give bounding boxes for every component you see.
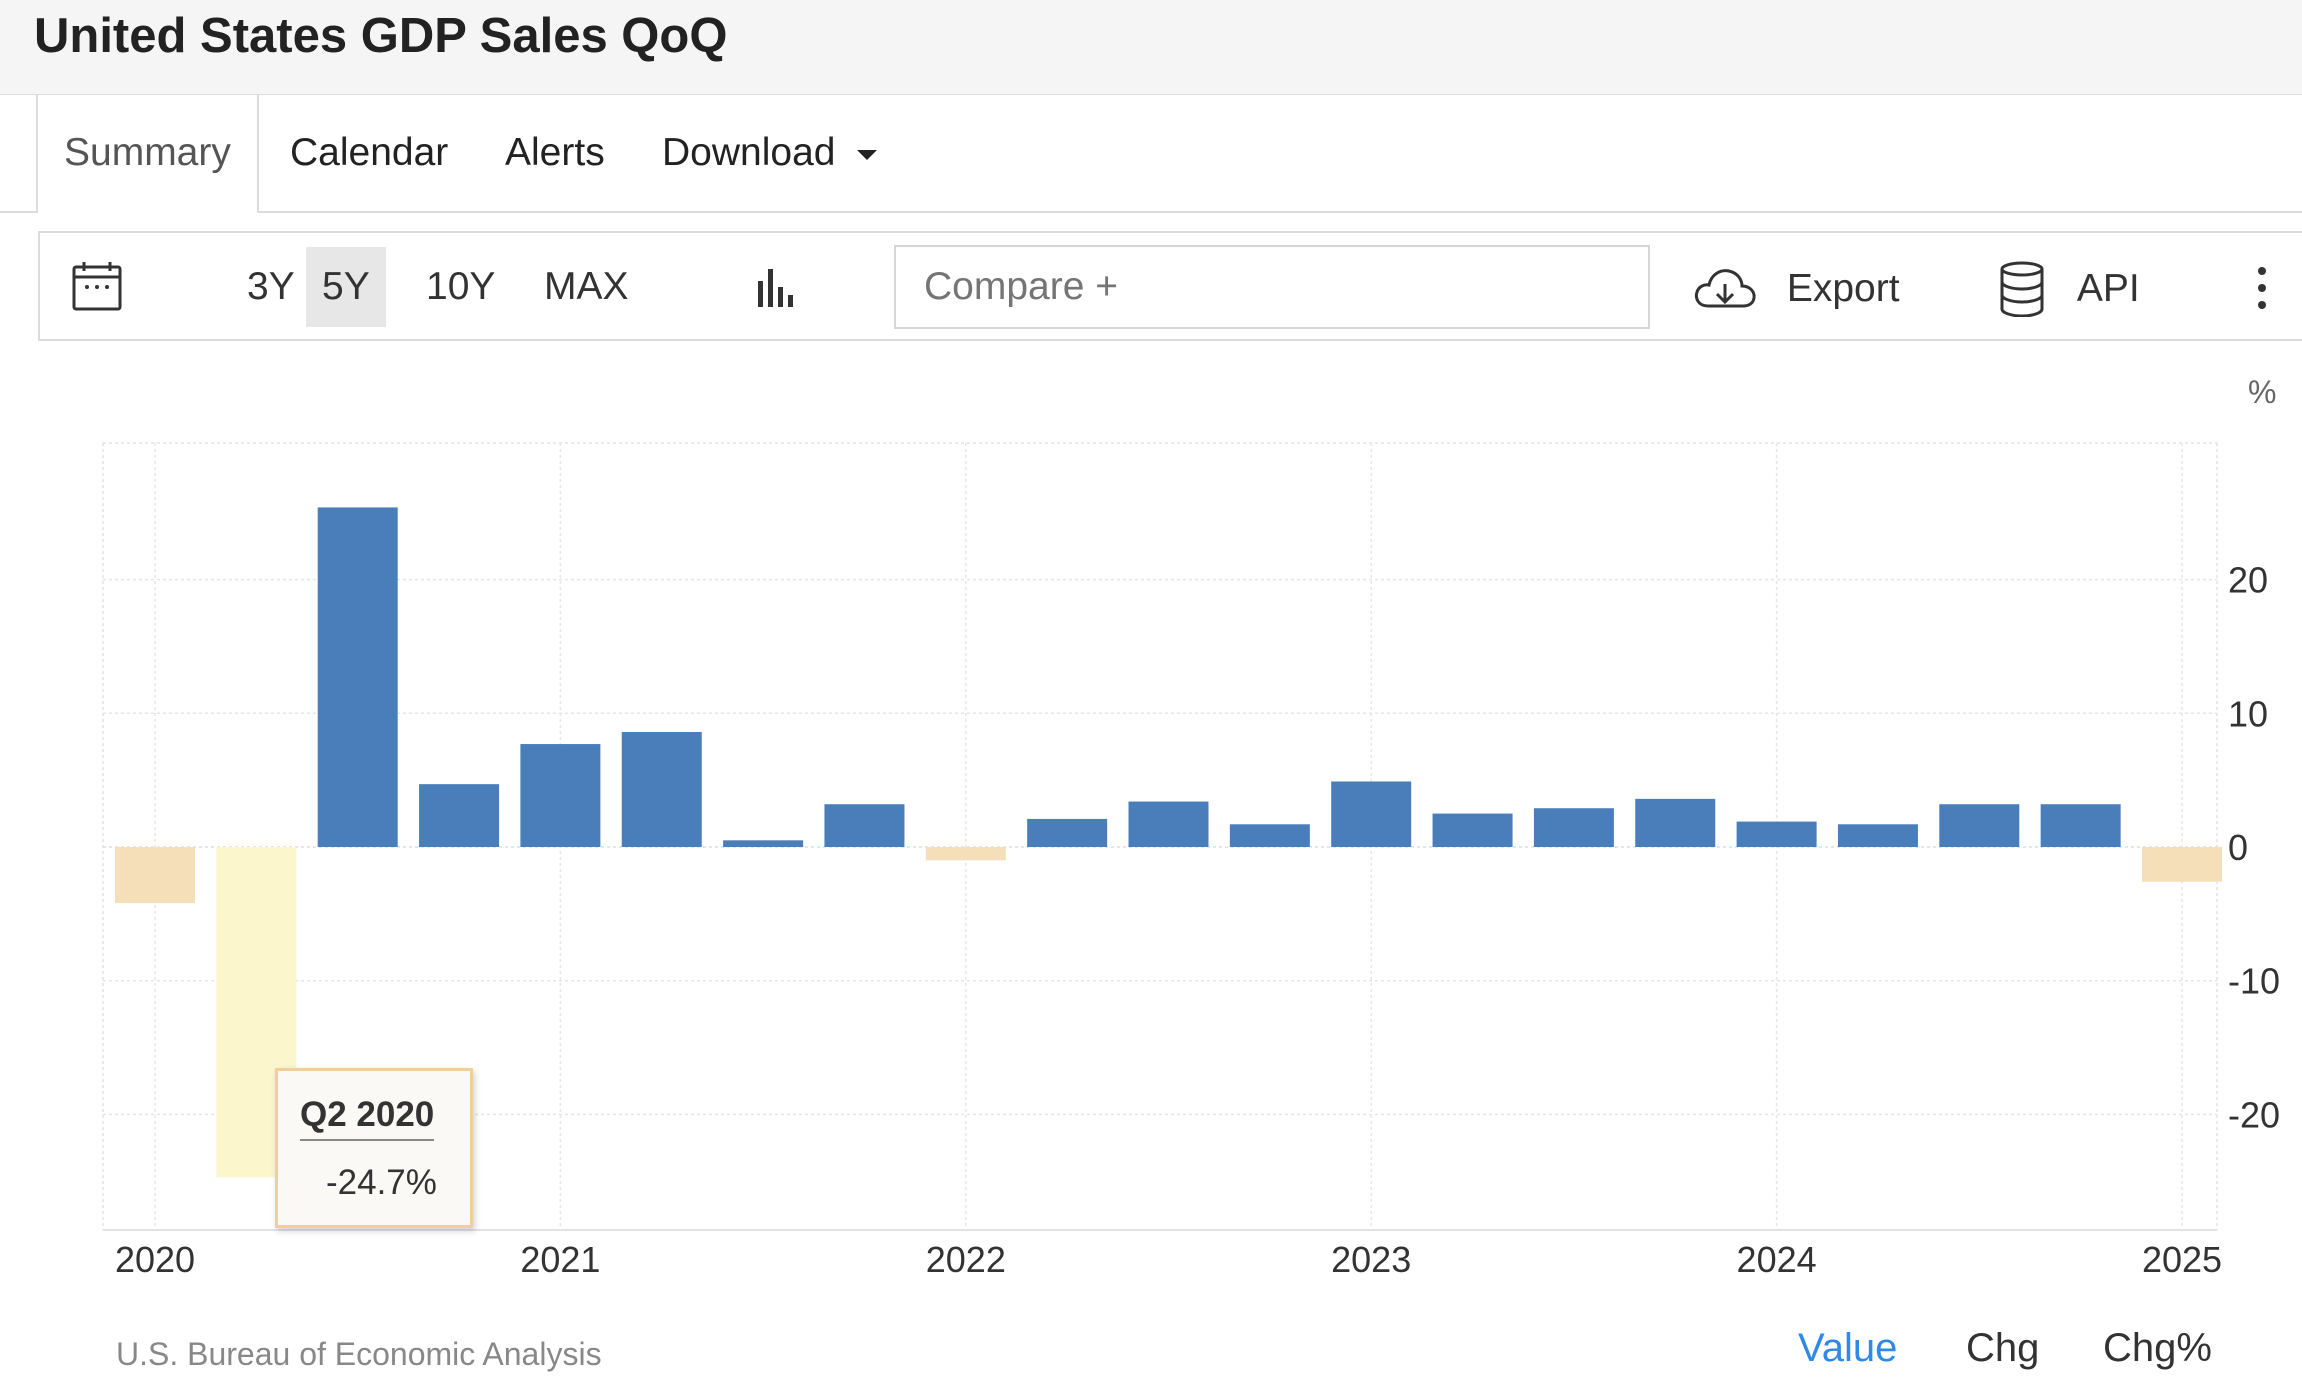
- cloud-download-icon: [1692, 264, 1762, 314]
- page-title: United States GDP Sales QoQ: [34, 9, 728, 63]
- y-tick-label: 20: [2228, 560, 2268, 601]
- mode-chg-button[interactable]: Chg: [1966, 1326, 2040, 1370]
- chart-bars: [115, 507, 2222, 1178]
- bar-q1-2023: [1331, 781, 1412, 847]
- bar-q4-2023: [1635, 798, 1716, 847]
- x-axis-ticks: 2020 2021 2022 2023 2024 2025: [115, 1239, 2222, 1280]
- chart-toolbar: 3Y 5Y 10Y MAX Export: [38, 231, 2302, 341]
- tab-calendar[interactable]: Calendar: [290, 131, 449, 174]
- bar-q3-2024: [1939, 804, 2020, 847]
- export-label: Export: [1786, 266, 1900, 310]
- bar-q2-2021: [621, 732, 702, 847]
- bar-q1-2022: [925, 847, 1006, 861]
- y-tick-label: 0: [2228, 827, 2248, 868]
- gdp-bar-chart: 20 10 0 -10 -20 2020 2021 2022 2023 2024 2025: [102, 442, 2280, 1280]
- tab-download[interactable]: Download: [662, 95, 878, 211]
- y-axis-ticks: 20 10 0 -10 -20: [2228, 560, 2280, 1136]
- tab-alerts[interactable]: Alerts: [505, 131, 605, 174]
- database-icon: [1998, 261, 2046, 318]
- x-tick-label: 2025: [2142, 1239, 2222, 1280]
- export-button[interactable]: Export: [1692, 255, 1900, 319]
- range-5y-button[interactable]: 5Y: [306, 247, 386, 327]
- x-tick-label: 2021: [520, 1239, 600, 1280]
- bar-q3-2021: [723, 840, 804, 847]
- bar-q4-2024: [2040, 804, 2121, 847]
- caret-down-icon: [857, 149, 878, 160]
- api-button[interactable]: API: [1998, 255, 2140, 319]
- bar-q2-2022: [1027, 818, 1108, 847]
- bar-q1-2025: [2142, 847, 2222, 882]
- data-source: U.S. Bureau of Economic Analysis: [116, 1336, 602, 1372]
- tab-bar: Summary Calendar Alerts Download: [0, 95, 2302, 213]
- tooltip-title: Q2 2020: [300, 1095, 435, 1141]
- x-tick-label: 2022: [926, 1239, 1006, 1280]
- bar-q1-2020: [115, 847, 195, 904]
- bar-q3-2022: [1128, 801, 1209, 847]
- bar-q4-2021: [824, 804, 905, 847]
- range-max-button[interactable]: MAX: [544, 265, 629, 308]
- page-header: United States GDP Sales QoQ: [0, 0, 2302, 95]
- y-tick-label: -20: [2228, 1094, 2280, 1135]
- more-vertical-icon[interactable]: [2254, 265, 2270, 311]
- x-tick-label: 2023: [1331, 1239, 1411, 1280]
- bar-q3-2020: [317, 507, 398, 847]
- api-label: API: [2076, 266, 2140, 310]
- chart-tooltip: Q2 2020 -24.7%: [275, 1068, 473, 1228]
- y-axis-unit: %: [2248, 374, 2277, 410]
- bar-q2-2024: [1837, 824, 1918, 847]
- mode-value-button[interactable]: Value: [1798, 1326, 1898, 1370]
- bar-q4-2020: [419, 784, 500, 847]
- y-tick-label: -10: [2228, 961, 2280, 1002]
- bar-q4-2022: [1229, 824, 1310, 847]
- compare-input[interactable]: [894, 245, 1650, 329]
- tab-download-label: Download: [662, 131, 836, 174]
- x-tick-label: 2024: [1737, 1239, 1817, 1280]
- bar-q1-2021: [520, 744, 601, 847]
- mode-chg-pct-button[interactable]: Chg%: [2103, 1326, 2212, 1370]
- bar-chart-icon[interactable]: [754, 265, 798, 309]
- x-tick-label: 2020: [115, 1239, 195, 1280]
- range-3y-button[interactable]: 3Y: [247, 265, 295, 308]
- bar-q3-2023: [1533, 808, 1614, 847]
- bar-q2-2023: [1432, 813, 1513, 847]
- calendar-icon[interactable]: [72, 261, 122, 311]
- range-10y-button[interactable]: 10Y: [426, 265, 496, 308]
- y-tick-label: 10: [2228, 693, 2268, 734]
- bar-q1-2024: [1736, 821, 1817, 847]
- tooltip-value: -24.7%: [326, 1163, 437, 1202]
- tab-summary[interactable]: Summary: [36, 95, 259, 213]
